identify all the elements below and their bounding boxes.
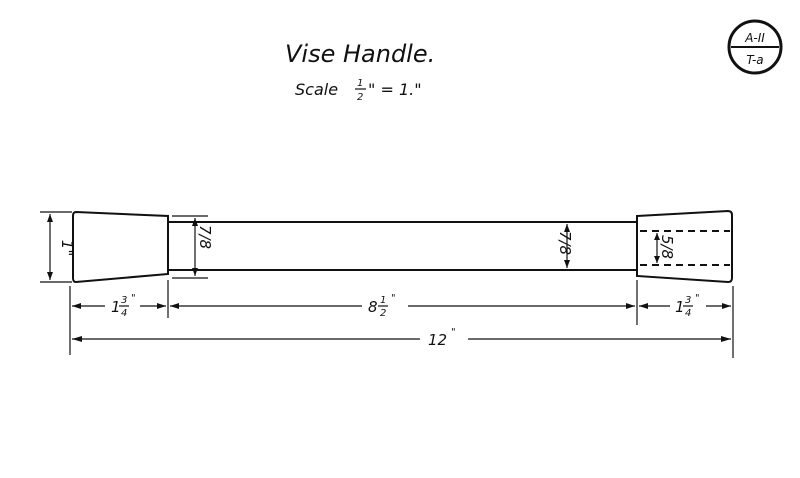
overall-length-label: 12 [428, 331, 447, 349]
right-end-length-dim: 1 3 4 " [639, 293, 731, 319]
shank-diameter-left-dim: 7/8 [192, 218, 214, 276]
left-end-outline [72, 210, 169, 284]
left-end-length-unit: " [131, 293, 136, 304]
shank-length-den: 2 [380, 308, 386, 319]
drawing-title: Vise Handle. [285, 40, 435, 68]
plate-id-bottom: T-a [746, 53, 763, 67]
shank-length-unit: " [391, 293, 396, 304]
shank-diameter-left-label: 7/8 [196, 225, 214, 249]
plate-id-seal: A-II T-a [727, 19, 783, 75]
right-end-length-whole: 1 [675, 298, 685, 316]
extension-lines [40, 211, 734, 358]
overall-length-dim: 12 " [72, 327, 731, 349]
part-outline [72, 209, 733, 284]
plate-id-top: A-II [744, 31, 765, 45]
left-end-diameter-dim: 1" [47, 214, 76, 280]
scale-note: Scale 1 2 " = 1." [295, 78, 422, 103]
shank-diameter-right-dim: 7/8 [556, 224, 574, 268]
scale-numerator: 1 [357, 78, 363, 89]
shank-length-num: 1 [380, 295, 386, 306]
right-end-outline [636, 209, 733, 284]
scale-suffix: " = 1." [368, 80, 422, 99]
shank-length-whole: 8 [368, 298, 378, 316]
left-end-length-dim: 1 3 4 " [72, 293, 166, 319]
right-end-length-unit: " [695, 293, 700, 304]
bore-diameter-label: 5/8 [658, 235, 676, 259]
left-end-length-num: 3 [121, 295, 127, 306]
scale-prefix: Scale [295, 80, 338, 99]
left-end-length-whole: 1 [111, 298, 121, 316]
scale-denominator: 2 [357, 92, 363, 103]
shank-diameter-right-label: 7/8 [556, 231, 574, 255]
right-end-length-num: 3 [685, 295, 691, 306]
left-end-diameter-label: 1" [58, 240, 76, 256]
left-end-length-den: 4 [121, 308, 127, 319]
shank-length-dim: 8 1 2 " [170, 293, 635, 319]
overall-length-unit: " [451, 327, 456, 338]
bore-diameter-dim: 5/8 [654, 233, 676, 263]
right-end-length-den: 4 [685, 308, 691, 319]
